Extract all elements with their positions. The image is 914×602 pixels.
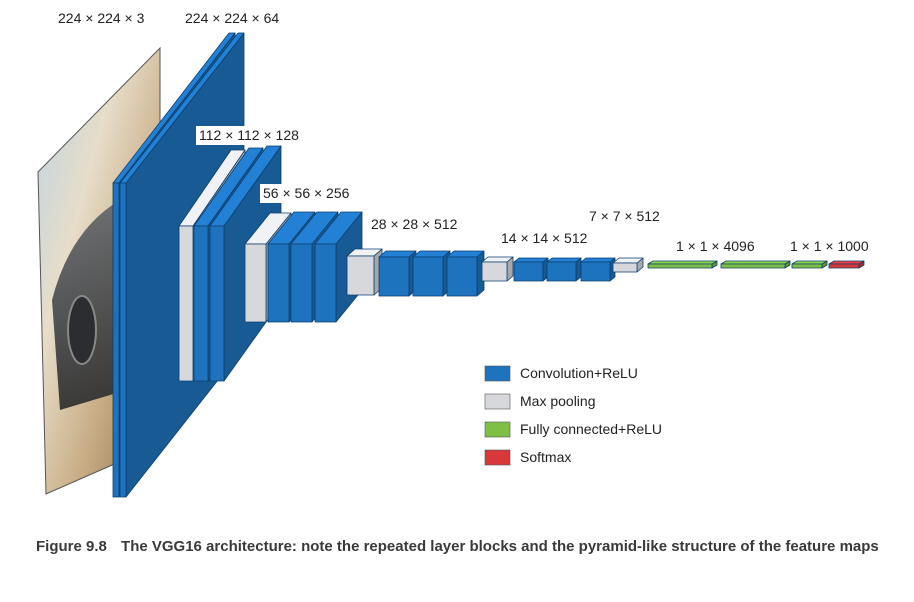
fc3-block-front — [791, 263, 823, 269]
conv5-1-block-front — [513, 261, 544, 282]
dimension-label-text: 56 × 56 × 256 — [263, 185, 350, 201]
pool5-block-front — [612, 262, 638, 273]
softmax-block — [828, 260, 865, 269]
conv5-3-block-top — [580, 257, 616, 263]
figure-number: Figure 9.8 — [36, 538, 107, 555]
conv3-2-block-front — [290, 243, 313, 323]
conv5-1-block-top — [513, 257, 549, 263]
softmax-block-top — [828, 260, 865, 265]
conv4-2-block-top — [412, 250, 451, 258]
legend-label: Convolution+ReLU — [520, 365, 638, 381]
dimension-label-text: 224 × 224 × 3 — [58, 10, 145, 26]
conv5-2-block-top — [546, 257, 582, 263]
conv5-2-block — [546, 257, 582, 282]
dimension-label-text: 14 × 14 × 512 — [501, 230, 588, 246]
pool4-block — [481, 256, 514, 282]
dimension-label: 1 × 1 × 1000 — [790, 238, 869, 254]
conv5-3-block-front — [580, 261, 611, 282]
fc1-block-front — [647, 263, 713, 269]
dimension-label-text: 28 × 28 × 512 — [371, 216, 458, 232]
legend-label: Max pooling — [520, 393, 596, 409]
softmax-block-front — [828, 263, 860, 269]
dimension-label-background — [260, 184, 378, 203]
pool5-block-top — [612, 257, 644, 264]
dimension-label: 1 × 1 × 4096 — [676, 238, 755, 254]
pool4-block-top — [481, 256, 514, 263]
dimension-label-text: 1 × 1 × 4096 — [676, 238, 755, 254]
dimension-label-text: 1 × 1 × 1000 — [790, 238, 869, 254]
conv4-2-block-front — [412, 256, 444, 297]
conv3-3-block-front — [314, 243, 337, 323]
dimension-label: 224 × 224 × 3 — [58, 10, 145, 26]
pool1-block-front — [178, 225, 194, 382]
legend-label: Softmax — [520, 449, 571, 465]
conv4-1-block-front — [378, 256, 410, 297]
pool4-block-front — [481, 261, 508, 282]
figure-caption: Figure 9.8 The VGG16 architecture: note … — [36, 536, 886, 558]
conv5-1-block — [513, 257, 549, 282]
legend-item: Max pooling — [484, 393, 596, 410]
dimension-label: 7 × 7 × 512 — [589, 208, 660, 224]
fc2-block — [720, 260, 791, 269]
dimension-label-background — [196, 126, 314, 145]
pool3-block-front — [346, 255, 375, 296]
conv5-3-block — [580, 257, 616, 282]
dimension-label: 14 × 14 × 512 — [501, 230, 588, 246]
conv5-2-block-front — [546, 261, 577, 282]
legend-swatch — [484, 393, 511, 410]
dimension-label: 112 × 112 × 128 — [196, 126, 314, 145]
dimension-label-text: 7 × 7 × 512 — [589, 208, 660, 224]
conv1-1-block-front — [112, 182, 120, 498]
dimension-labels: 224 × 224 × 3 224 × 224 × 64 112 × 112 × 1… — [58, 10, 869, 254]
legend-item: Softmax — [484, 449, 571, 466]
fc1-block-top — [647, 260, 718, 265]
legend-item: Fully connected+ReLU — [484, 421, 662, 438]
legend-label: Fully connected+ReLU — [520, 421, 662, 437]
conv4-3-block — [446, 250, 485, 297]
conv4-1-block — [378, 250, 417, 297]
dimension-label-text: 112 × 112 × 128 — [199, 127, 299, 143]
legend-swatch — [484, 365, 511, 382]
fc2-block-front — [720, 263, 786, 269]
conv3-1-block-front — [267, 243, 290, 323]
legend-item: Convolution+ReLU — [484, 365, 638, 382]
fc1-block — [647, 260, 718, 269]
layer-blocks — [112, 32, 865, 498]
caption-text: The VGG16 architecture: note the repeate… — [121, 538, 879, 555]
conv2-2-block-front — [209, 225, 225, 382]
dimension-label: 224 × 224 × 64 — [185, 10, 279, 26]
legend: Convolution+ReLU Max pooling Fully connect… — [484, 365, 662, 466]
dimension-label: 56 × 56 × 256 — [260, 184, 378, 203]
vgg16-architecture-diagram: 224 × 224 × 3 224 × 224 × 64 112 × 112 × 1… — [37, 10, 869, 498]
pool5-block — [612, 257, 644, 273]
conv4-3-block-top — [446, 250, 485, 258]
legend-swatch — [484, 449, 511, 466]
conv4-2-block — [412, 250, 451, 297]
fc3-block-top — [791, 260, 828, 265]
pool3-block — [346, 248, 383, 296]
legend-swatch — [484, 421, 511, 438]
fc3-block — [791, 260, 828, 269]
conv2-1-block-front — [193, 225, 209, 382]
conv1-2-block-front — [119, 182, 127, 498]
dimension-label-text: 224 × 224 × 64 — [185, 10, 279, 26]
pool2-block-front — [244, 243, 267, 323]
conv4-3-block-front — [446, 256, 478, 297]
conv4-1-block-top — [378, 250, 417, 258]
fc2-block-top — [720, 260, 791, 265]
dimension-label: 28 × 28 × 512 — [371, 216, 458, 232]
